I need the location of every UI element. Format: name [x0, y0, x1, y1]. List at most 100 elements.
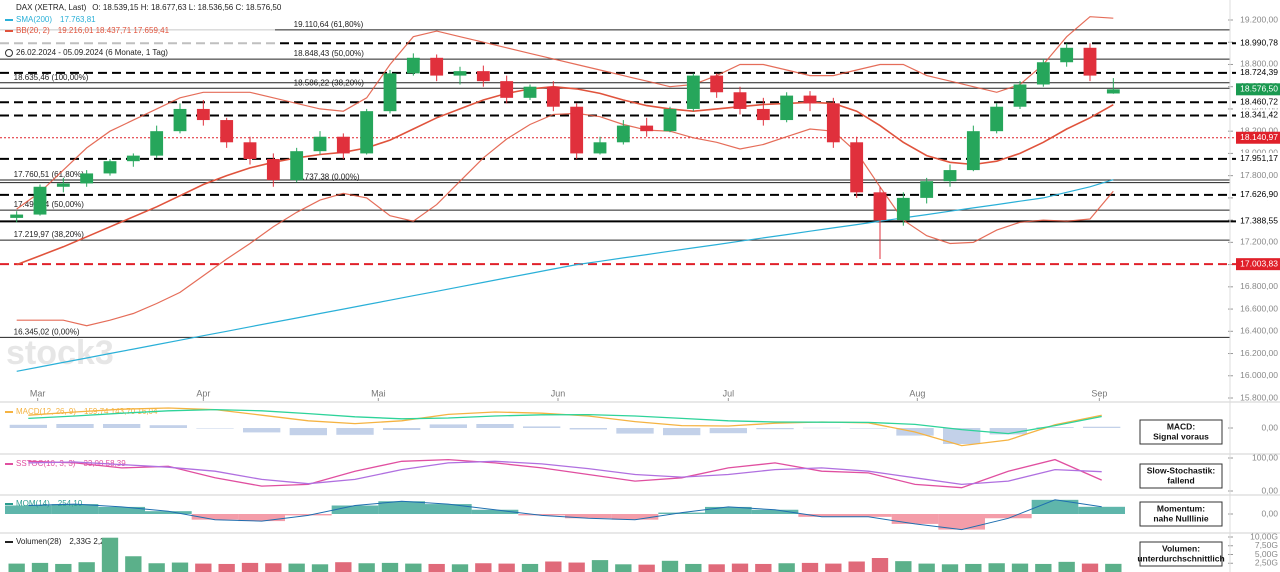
volume-bar: [708, 564, 725, 572]
candle-body: [313, 136, 327, 152]
volume-bar: [778, 563, 795, 572]
volume-bar: [428, 563, 445, 572]
volume-bar: [8, 563, 25, 572]
y-tick-label: 17.200,00: [1240, 237, 1278, 247]
candle-body: [1106, 89, 1120, 94]
momentum-bar: [705, 506, 752, 514]
period-label: 26.02.2024 - 05.09.2024 (6 Monate, 1 Tag…: [16, 48, 168, 57]
momentum-bar: [145, 511, 192, 514]
y-tick-label: 16.800,00: [1240, 281, 1278, 291]
candle-body: [756, 108, 770, 121]
volume-bar: [731, 563, 749, 572]
x-tick-label: Mai: [371, 388, 386, 398]
histogram-bar: [196, 428, 234, 429]
histogram-bar: [1036, 427, 1074, 428]
volume-bar: [521, 563, 539, 572]
level-tag-label: 18.341,42: [1240, 110, 1278, 120]
volume-bar: [801, 562, 819, 572]
histogram-bar: [383, 428, 421, 430]
legend-swatch: [5, 541, 13, 543]
legend-swatch: [5, 30, 13, 32]
legend-swatch: [5, 503, 13, 505]
level-tag-label: 17.951,17: [1240, 153, 1278, 163]
candle-body: [1060, 47, 1074, 63]
level-tag: [1236, 109, 1280, 122]
y-tick-label: 18.200,00: [1240, 125, 1278, 135]
histogram-bar: [243, 428, 281, 433]
fibonacci-label: 17.760,51 (61,80%): [14, 170, 85, 179]
histogram-bar: [709, 428, 747, 434]
level-tag-label: 17.003,83: [1240, 258, 1278, 268]
candle-body: [453, 71, 467, 76]
histogram-bar: [476, 424, 514, 428]
volume-bar: [941, 564, 959, 572]
volume-bar: [1081, 563, 1099, 572]
annotation-box: [1139, 419, 1223, 445]
candle-body: [56, 183, 70, 187]
volume-bar: [568, 562, 585, 572]
last-price-label: 18.576,50: [1240, 84, 1278, 94]
y-tick-label: 18.800,00: [1240, 59, 1278, 69]
annotation-box: [1139, 463, 1223, 489]
candle-body: [500, 81, 514, 98]
momentum-bar: [51, 504, 99, 514]
x-tick-label: Jun: [551, 388, 566, 398]
annotation-box: [1139, 501, 1223, 527]
candle-body: [780, 95, 794, 121]
level-tag-label: 17.626,90: [1240, 189, 1278, 199]
y-tick-label: 16.600,00: [1240, 303, 1278, 313]
momentum-bar: [751, 509, 799, 514]
level-tag: [1236, 152, 1280, 165]
x-tick-label: Apr: [196, 388, 210, 398]
momentum-bar: [891, 514, 939, 524]
legend-label: SSTOC(10, 3, 3): [16, 459, 76, 468]
overlay-line: [16, 85, 1114, 266]
candle-body: [966, 131, 980, 171]
momentum-bar: [331, 505, 379, 514]
level-tag-label: 18.724,39: [1240, 67, 1278, 77]
volume-bar: [848, 561, 865, 572]
level-tag: [1236, 215, 1280, 228]
legend-swatch: [5, 463, 13, 465]
volume-bar: [195, 563, 212, 572]
histogram-bar: [289, 428, 327, 436]
legend-values: 159,74 143,70 16,04: [84, 407, 158, 416]
volume-bar: [218, 563, 235, 572]
volume-bar: [475, 563, 492, 572]
candle-body: [523, 86, 537, 98]
overlay-line: [16, 112, 1114, 327]
volume-bar: [825, 563, 842, 572]
momentum-bar: [985, 514, 1032, 519]
candle-body: [336, 136, 350, 154]
fibonacci-label: 18.848,43 (50,00%): [294, 49, 365, 58]
histogram-bar: [523, 426, 561, 428]
momentum-bar: [1031, 499, 1079, 514]
volume-bar: [31, 562, 49, 572]
candle-body: [383, 73, 397, 112]
y-tick-label: 0,00: [1261, 508, 1278, 518]
legend-swatch: [5, 19, 13, 21]
y-tick-label: 17.800,00: [1240, 170, 1278, 180]
momentum-bar: [518, 514, 565, 516]
volume-bar: [918, 563, 935, 572]
volume-bar: [381, 562, 399, 572]
volume-bar: [451, 564, 469, 572]
histogram-bar: [569, 428, 607, 430]
momentum-line: [28, 499, 1102, 531]
histogram-bar: [616, 428, 654, 434]
momentum-bar: [285, 514, 332, 516]
momentum-bar: [938, 514, 985, 530]
x-tick-label: Aug: [909, 388, 925, 398]
candle-body: [593, 142, 607, 154]
volume-bar: [171, 562, 189, 572]
candle-body: [1036, 62, 1050, 85]
macd-line: [28, 408, 1102, 435]
watermark: stock3: [6, 334, 114, 372]
candle-body: [103, 161, 117, 174]
volume-bar: [125, 556, 142, 572]
momentum-bar: [378, 501, 425, 514]
volume-bar: [1011, 563, 1029, 572]
y-tick-label: 15.800,00: [1240, 392, 1278, 402]
volume-bar: [661, 560, 679, 572]
